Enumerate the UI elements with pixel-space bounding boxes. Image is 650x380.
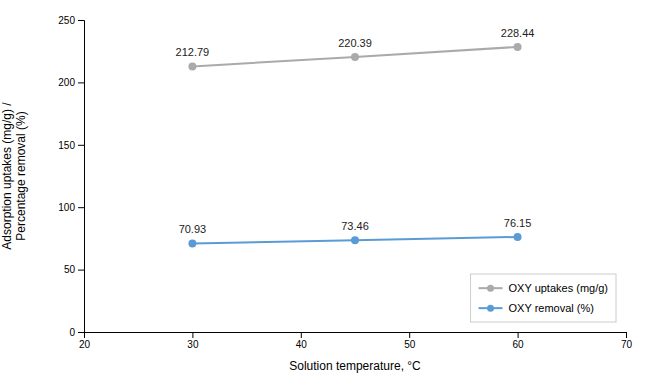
legend-label: OXY uptakes (mg/g)	[509, 282, 608, 294]
legend-label: OXY removal (%)	[509, 302, 594, 314]
x-tick: 20	[79, 332, 91, 350]
data-label: 73.46	[341, 220, 369, 232]
x-tick-label: 30	[187, 339, 199, 350]
x-tick-label: 20	[79, 339, 91, 350]
y-axis: 0 50 100 150 200 250	[58, 15, 84, 338]
x-tick-mark	[518, 332, 519, 338]
y-tick: 0	[69, 327, 84, 338]
y-tick-label: 50	[64, 264, 76, 275]
y-tick: 150	[58, 140, 84, 151]
legend-swatch-marker	[487, 285, 494, 292]
data-label: 220.39	[338, 37, 372, 49]
y-tick: 200	[58, 77, 84, 88]
point	[188, 62, 196, 70]
y-tick-label: 250	[58, 15, 75, 26]
x-tick: 60	[513, 332, 525, 350]
x-axis-title: Solution temperature, °C	[289, 359, 421, 373]
y-tick: 100	[58, 202, 84, 213]
legend-item: OXY removal (%)	[479, 302, 594, 314]
x-tick-mark	[626, 332, 627, 338]
series-line	[192, 47, 517, 67]
point	[514, 233, 522, 241]
plot: 20 30 40 50 60 70 0 50 100 150 200 250 212.79 220.39 2…	[58, 15, 632, 350]
data-label: 76.15	[504, 217, 532, 229]
y-tick: 250	[58, 15, 84, 26]
y-tick-mark	[78, 145, 84, 146]
chart: 20 30 40 50 60 70 0 50 100 150 200 250 212.79 220.39 2…	[0, 0, 650, 380]
point	[188, 239, 196, 247]
x-tick-label: 50	[404, 339, 416, 350]
y-tick-mark	[78, 207, 84, 208]
data-label: 228.44	[501, 27, 535, 39]
x-tick-label: 40	[296, 339, 308, 350]
data-label: 70.93	[179, 223, 207, 235]
x-tick-label: 70	[621, 339, 633, 350]
y-tick-label: 200	[58, 77, 75, 88]
legend-item: OXY uptakes (mg/g)	[479, 282, 608, 294]
y-tick-label: 100	[58, 202, 75, 213]
x-tick-label: 60	[513, 339, 525, 350]
data-label: 212.79	[176, 46, 210, 58]
legend-box	[471, 274, 616, 322]
x-axis: 20 30 40 50 60 70	[79, 332, 633, 350]
y-tick-mark	[78, 332, 84, 333]
x-tick: 40	[296, 332, 308, 350]
y-axis-title: Adsorption uptakes (mg/g) /Percentage re…	[0, 102, 28, 250]
y-tick-mark	[78, 82, 84, 83]
x-tick: 70	[621, 332, 633, 350]
x-axis-line	[85, 333, 627, 339]
y-axis-line	[78, 21, 85, 333]
marks	[188, 43, 521, 248]
y-tick-mark	[78, 270, 84, 271]
series-line	[192, 237, 517, 244]
x-tick-mark	[301, 332, 302, 338]
legend-swatch-marker	[487, 305, 494, 312]
x-tick: 30	[187, 332, 199, 350]
x-tick-mark	[409, 332, 410, 338]
legend: OXY uptakes (mg/g) OXY removal (%)	[471, 274, 616, 322]
point	[351, 236, 359, 244]
point	[351, 53, 359, 61]
y-tick-mark	[78, 20, 84, 21]
y-tick: 50	[64, 264, 84, 275]
x-tick-mark	[192, 332, 193, 338]
y-tick-label: 0	[69, 327, 75, 338]
point	[514, 43, 522, 51]
y-tick-label: 150	[58, 140, 75, 151]
x-tick: 50	[404, 332, 416, 350]
